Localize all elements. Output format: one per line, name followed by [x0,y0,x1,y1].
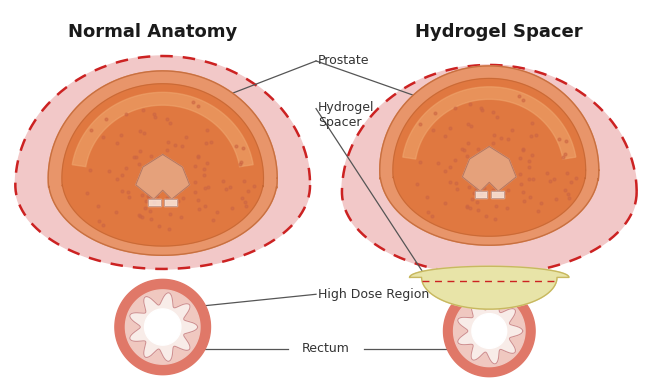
Polygon shape [125,290,200,364]
Polygon shape [164,199,177,206]
Polygon shape [403,87,576,159]
Polygon shape [342,65,637,274]
Polygon shape [48,71,277,255]
Polygon shape [136,154,190,199]
Text: Normal Anatomy: Normal Anatomy [68,23,238,41]
Polygon shape [410,266,569,309]
Polygon shape [475,191,487,198]
Polygon shape [458,298,522,364]
Polygon shape [145,309,181,345]
Text: Rectum: Rectum [302,342,350,356]
Polygon shape [443,285,535,377]
Text: Prostate: Prostate [318,54,369,68]
Polygon shape [462,147,516,191]
Text: Hydrogel Spacer: Hydrogel Spacer [415,23,583,41]
Text: Hydrogel
Spacer: Hydrogel Spacer [318,101,374,129]
Polygon shape [393,78,585,236]
Polygon shape [62,84,263,246]
Text: High Dose Region: High Dose Region [318,288,429,301]
Polygon shape [16,56,310,269]
Polygon shape [72,92,253,167]
Polygon shape [454,295,525,367]
Polygon shape [491,191,504,198]
Polygon shape [149,199,161,206]
Polygon shape [472,314,507,348]
Polygon shape [380,66,599,245]
Polygon shape [130,293,197,361]
Polygon shape [115,279,210,375]
